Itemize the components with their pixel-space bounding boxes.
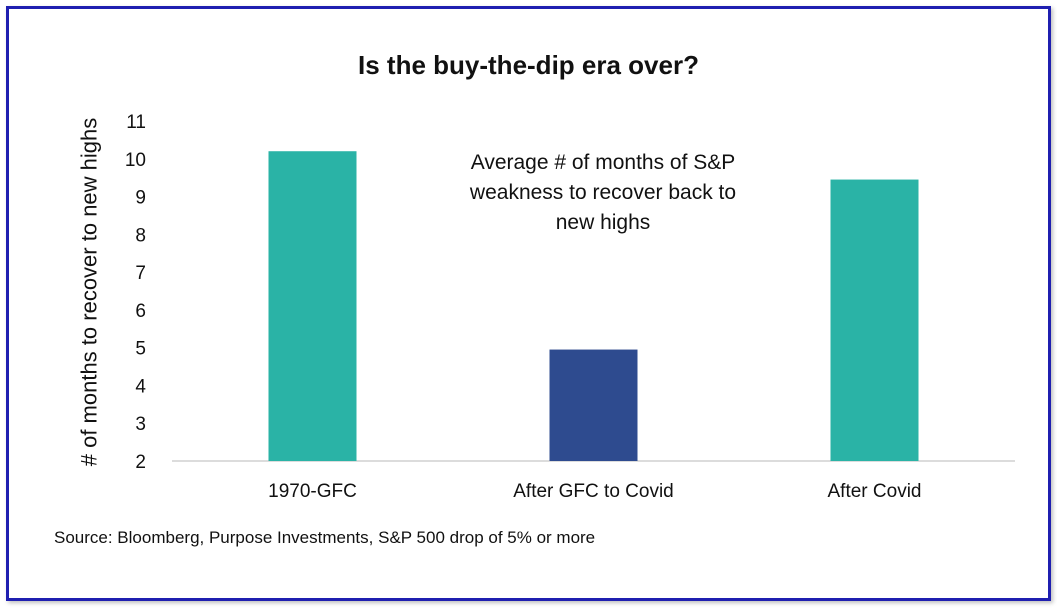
- y-tick-label: 2: [135, 452, 146, 473]
- bars: [268, 151, 919, 462]
- y-tick-label: 10: [125, 150, 146, 171]
- y-tick-label: 5: [135, 339, 146, 360]
- bar-after-covid: [830, 179, 919, 462]
- y-tick-label: 8: [135, 225, 146, 246]
- x-category-label: 1970-GFC: [268, 481, 357, 502]
- y-tick-label: 3: [135, 414, 146, 435]
- y-tick-label: 6: [135, 301, 146, 322]
- y-tick-label: 7: [135, 263, 146, 284]
- y-tick-label: 9: [135, 188, 146, 209]
- bar-1970-gfc: [268, 151, 357, 461]
- x-axis-categories: 1970-GFC After GFC to Covid After Covid: [268, 481, 921, 502]
- y-tick-label: 11: [126, 112, 146, 133]
- x-category-label: After GFC to Covid: [513, 481, 674, 502]
- y-axis-ticks: 2 3 4 5 6 7 8 9 10 11: [125, 112, 147, 473]
- x-category-label: After Covid: [828, 481, 922, 502]
- chart-title: Is the buy-the-dip era over?: [358, 50, 699, 80]
- y-tick-label: 4: [135, 376, 146, 397]
- source-note: Source: Bloomberg, Purpose Investments, …: [54, 528, 596, 547]
- bar-after-gfc-to-covid: [549, 349, 638, 461]
- chart-annotation: Average # of months of S&P weakness to r…: [469, 151, 737, 234]
